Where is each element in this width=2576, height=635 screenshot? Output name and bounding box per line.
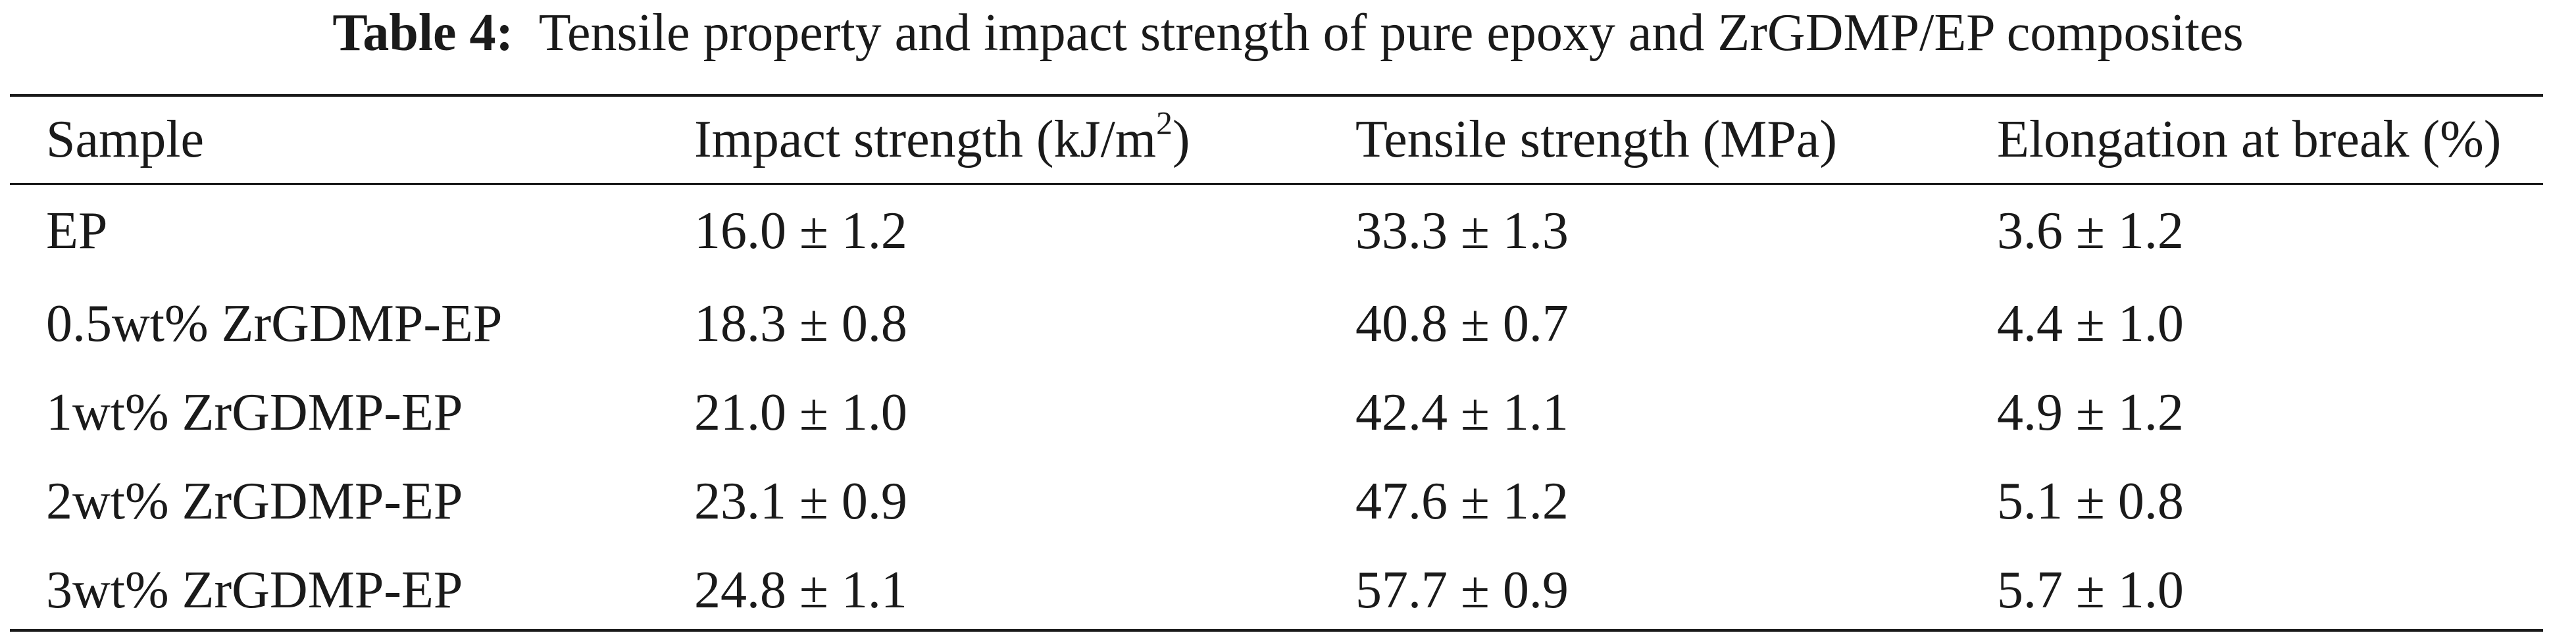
- header-impact-strength: Impact strength (kJ/m2): [694, 97, 1355, 183]
- cell-impact-strength: 21.0 ± 1.0: [694, 384, 907, 442]
- header-sample: Sample: [46, 111, 204, 168]
- cell-tensile-strength: 33.3 ± 1.3: [1355, 202, 1569, 260]
- table-caption: Table 4: Tensile property and impact str…: [0, 1, 2576, 64]
- cell-sample: 0.5wt% ZrGDMP-EP: [46, 295, 503, 353]
- cell-tensile-strength: 40.8 ± 0.7: [1355, 295, 1569, 353]
- data-table: Sample Impact strength (kJ/m2) Tensile s…: [10, 97, 2543, 635]
- header-impact-strength-text: Impact strength (kJ/m: [694, 111, 1157, 168]
- cell-tensile-strength: 57.7 ± 0.9: [1355, 561, 1569, 619]
- cell-sample: 3wt% ZrGDMP-EP: [46, 561, 463, 619]
- header-tensile-strength: Tensile strength (MPa): [1355, 111, 1838, 168]
- cell-elongation: 3.6 ± 1.2: [1997, 202, 2184, 260]
- cell-sample: 1wt% ZrGDMP-EP: [46, 384, 463, 442]
- table-row: 0.5wt% ZrGDMP-EP 18.3 ± 0.8 40.8 ± 0.7 4…: [10, 280, 2543, 368]
- table-row: EP 16.0 ± 1.2 33.3 ± 1.3 3.6 ± 1.2: [10, 183, 2543, 280]
- cell-tensile-strength: 42.4 ± 1.1: [1355, 384, 1569, 442]
- cell-impact-strength: 16.0 ± 1.2: [694, 202, 907, 260]
- cell-sample: 2wt% ZrGDMP-EP: [46, 472, 463, 530]
- cell-impact-strength: 23.1 ± 0.9: [694, 472, 907, 530]
- cell-elongation: 5.7 ± 1.0: [1997, 561, 2184, 619]
- header-impact-strength-superscript: 2: [1156, 105, 1173, 141]
- table-row: 2wt% ZrGDMP-EP 23.1 ± 0.9 47.6 ± 1.2 5.1…: [10, 457, 2543, 546]
- cell-impact-strength: 24.8 ± 1.1: [694, 561, 907, 619]
- table-bottom-rule: [10, 629, 2543, 632]
- table-caption-text: Tensile property and impact strength of …: [538, 4, 2244, 62]
- header-impact-strength-close: ): [1172, 111, 1190, 168]
- table-top-rule: [10, 94, 2543, 97]
- cell-impact-strength: 18.3 ± 0.8: [694, 295, 907, 353]
- cell-elongation: 4.4 ± 1.0: [1997, 295, 2184, 353]
- cell-sample: EP: [46, 202, 108, 260]
- table-caption-label: Table 4:: [332, 4, 514, 62]
- table-row: 1wt% ZrGDMP-EP 21.0 ± 1.0 42.4 ± 1.1 4.9…: [10, 368, 2543, 457]
- cell-elongation: 4.9 ± 1.2: [1997, 384, 2184, 442]
- cell-elongation: 5.1 ± 0.8: [1997, 472, 2184, 530]
- table-row: 3wt% ZrGDMP-EP 24.8 ± 1.1 57.7 ± 0.9 5.7…: [10, 546, 2543, 635]
- table-header-rule: [10, 183, 2543, 185]
- table-header-row: Sample Impact strength (kJ/m2) Tensile s…: [10, 97, 2543, 183]
- header-elongation: Elongation at break (%): [1997, 111, 2502, 168]
- cell-tensile-strength: 47.6 ± 1.2: [1355, 472, 1569, 530]
